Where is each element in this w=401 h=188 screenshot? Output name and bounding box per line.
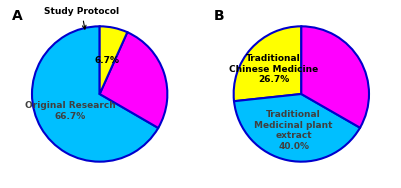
- Wedge shape: [234, 94, 360, 162]
- Wedge shape: [100, 32, 167, 128]
- Wedge shape: [234, 26, 301, 101]
- Wedge shape: [100, 26, 127, 94]
- Text: 6.7%: 6.7%: [94, 56, 119, 65]
- Wedge shape: [32, 26, 158, 162]
- Text: Original Research
66.7%: Original Research 66.7%: [25, 101, 116, 121]
- Text: B: B: [213, 9, 224, 23]
- Text: Bioactive
compounds
33.3%: Bioactive compounds 33.3%: [304, 61, 363, 90]
- Text: Review
26.7%: Review 26.7%: [117, 73, 153, 92]
- Text: A: A: [12, 9, 22, 23]
- Text: Traditional
Medicinal plant
extract
40.0%: Traditional Medicinal plant extract 40.0…: [254, 110, 333, 151]
- Wedge shape: [301, 26, 369, 128]
- Text: Traditional
Chinese Medicine
26.7%: Traditional Chinese Medicine 26.7%: [229, 54, 318, 84]
- Text: Study Protocol: Study Protocol: [44, 7, 119, 29]
